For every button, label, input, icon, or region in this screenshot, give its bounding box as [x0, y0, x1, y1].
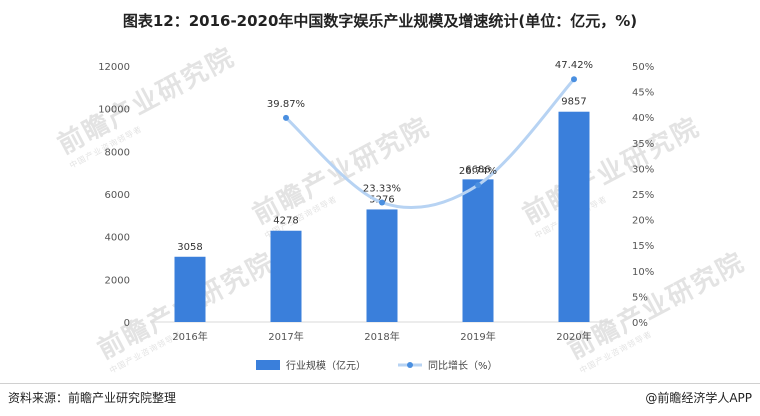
chart: 0 2000 4000 6000 8000 10000 12000 0% 5% 10% 15% 20%… [98, 60, 654, 372]
legend-label-line: 同比增长（%） [428, 359, 498, 372]
footer-divider [0, 383, 760, 384]
x-tick-label: 2019年 [460, 330, 495, 343]
growth-point [379, 199, 385, 206]
bar-data-label: 3058 [177, 242, 202, 253]
growth-data-label: 23.33% [363, 184, 401, 195]
y-right-tick-label: 0% [632, 318, 648, 329]
y-left-tick-label: 10000 [98, 105, 130, 116]
bar [366, 209, 398, 322]
y-right-tick-label: 35% [632, 139, 654, 150]
y-right-tick-label: 20% [632, 216, 654, 227]
y-right-tick-label: 30% [632, 164, 654, 175]
bar-data-label: 9857 [561, 97, 586, 108]
source-note: 资料来源：前瞻产业研究院整理 [8, 391, 177, 405]
growth-data-label: 26.74% [459, 166, 497, 177]
growth-point [283, 114, 289, 121]
y-left-tick-label: 8000 [105, 147, 130, 158]
chart-title: 图表12：2016-2020年中国数字娱乐产业规模及增速统计(单位：亿元，%) [122, 12, 638, 30]
x-tick-label: 2018年 [364, 330, 399, 343]
legend-label-bar: 行业规模（亿元） [286, 359, 366, 372]
bar [558, 111, 590, 322]
bar-data-label: 6686 [465, 164, 490, 175]
x-tick-label: 2020年 [556, 330, 591, 343]
y-right-tick-label: 25% [632, 190, 654, 201]
y-right-tick-label: 10% [632, 267, 654, 278]
growth-point [475, 182, 481, 189]
y-right-tick-label: 15% [632, 241, 654, 252]
bar [462, 179, 494, 322]
legend-swatch-point [407, 362, 413, 368]
bar [270, 230, 302, 322]
x-tick-label: 2016年 [172, 330, 207, 343]
y-left-tick-label: 12000 [98, 62, 130, 73]
y-right-tick-label: 40% [632, 113, 654, 124]
legend-swatch-bar [256, 360, 280, 370]
brand-label: @前瞻经济学人APP [645, 391, 752, 405]
y-left-tick-label: 6000 [105, 190, 130, 201]
y-right-tick-label: 50% [632, 62, 654, 73]
x-tick-label: 2017年 [268, 330, 303, 343]
y-right-tick-label: 45% [632, 88, 654, 99]
y-left-tick-label: 2000 [105, 275, 130, 286]
y-right-tick-label: 5% [632, 292, 648, 303]
growth-point [571, 76, 577, 83]
bar-data-label: 4278 [273, 216, 298, 227]
y-left-tick-label: 0 [124, 318, 130, 329]
growth-data-label: 47.42% [555, 60, 593, 71]
growth-line [285, 78, 576, 210]
bar [174, 256, 206, 322]
growth-data-label: 39.87% [267, 99, 305, 110]
y-left-tick-label: 4000 [105, 233, 130, 244]
